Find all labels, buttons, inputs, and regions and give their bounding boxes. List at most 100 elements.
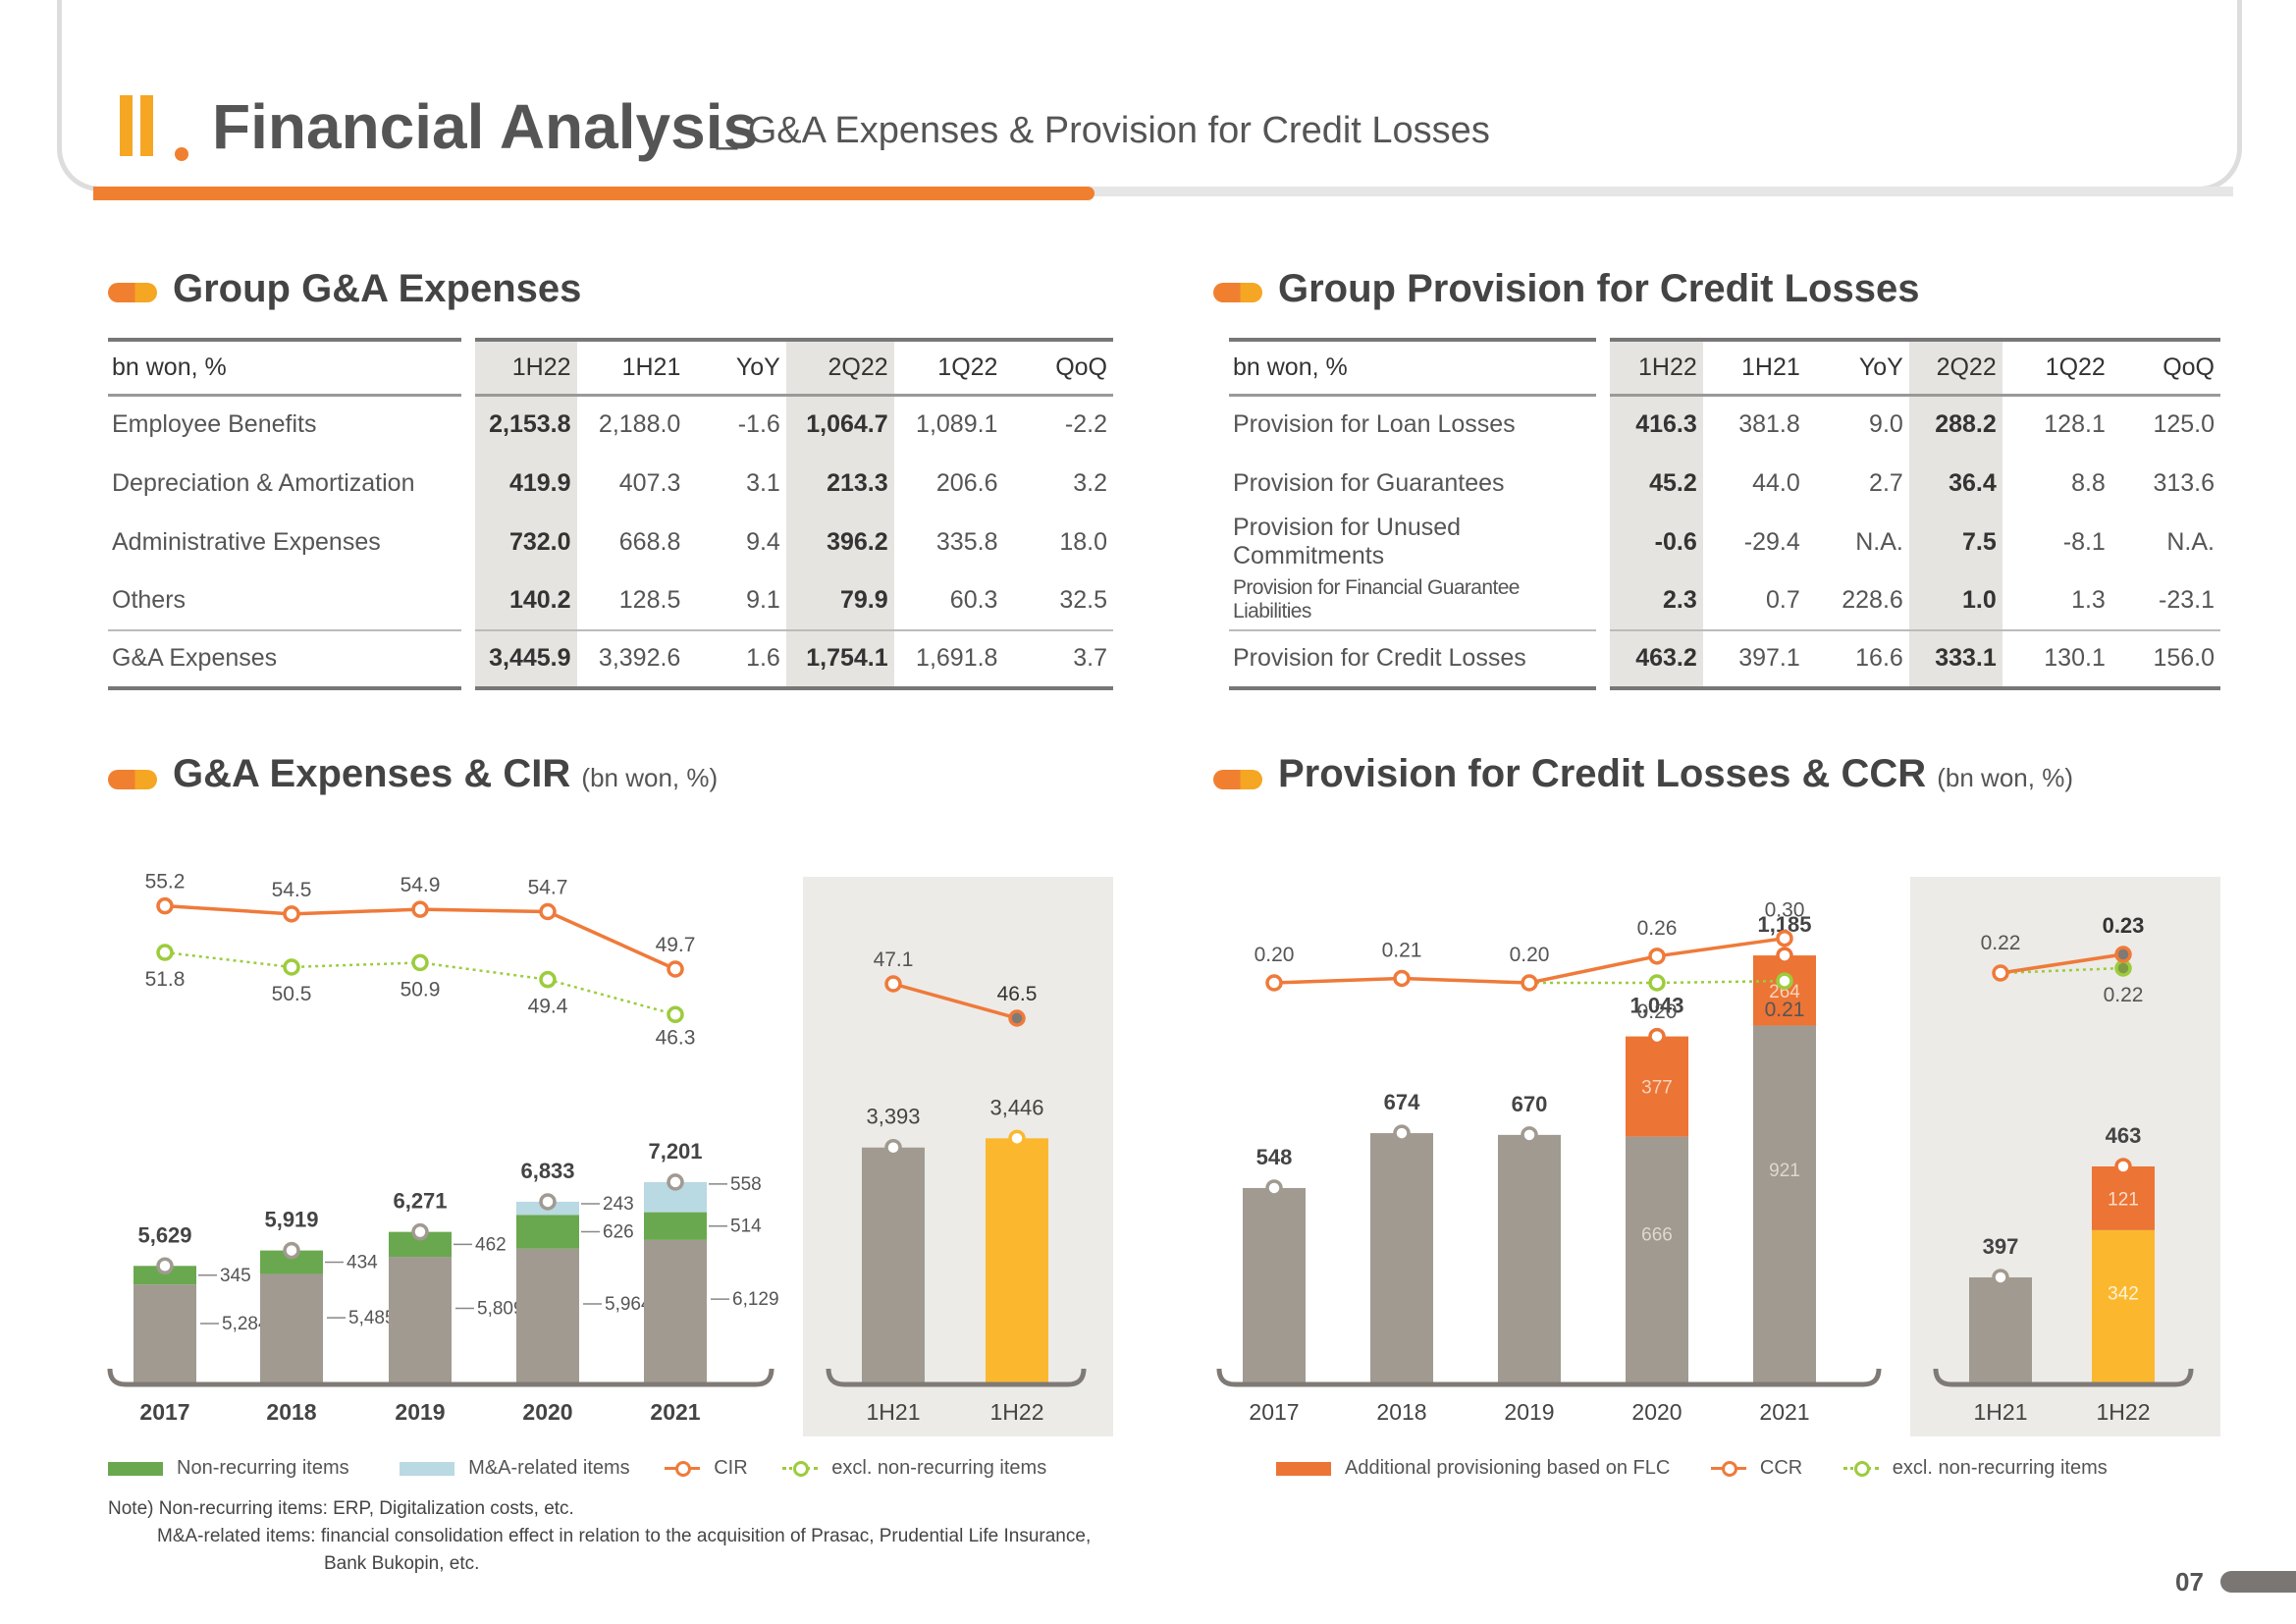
bar-top-marker bbox=[283, 1241, 300, 1260]
page-subtitle: _ G&A Expenses & Provision for Credit Lo… bbox=[717, 110, 1490, 151]
x-tick-label: 2017 bbox=[1249, 1399, 1299, 1425]
bar-base bbox=[644, 1239, 707, 1384]
bar-total-label: 548 bbox=[1256, 1145, 1293, 1169]
table-header-row: bn won, % 1H22 1H21 YoY 2Q22 1Q22 QoQ bbox=[108, 338, 1113, 397]
cir-point bbox=[283, 905, 300, 923]
bar-top-marker bbox=[2114, 1158, 2132, 1175]
legend-swatch-orange bbox=[1276, 1461, 1331, 1476]
note-line-2: M&A-related items: financial consolidati… bbox=[157, 1526, 1092, 1546]
excl-line bbox=[1529, 979, 1786, 985]
section-number: II bbox=[114, 78, 159, 176]
ccr-label: 0.20 bbox=[1510, 944, 1550, 966]
header-underline bbox=[93, 187, 2233, 196]
bar-total-label: 463 bbox=[2106, 1123, 2142, 1148]
bar-base-label: 5,485 bbox=[348, 1308, 396, 1328]
bar-base-label: 666 bbox=[1641, 1225, 1673, 1246]
section-number-dot bbox=[175, 147, 188, 161]
ccr-label: 0.30 bbox=[1765, 899, 1805, 922]
x-tick-label: 2020 bbox=[522, 1399, 572, 1425]
prov-chart-title: Provision for Credit Losses & CCR (bn wo… bbox=[1278, 752, 2073, 795]
excl-point bbox=[1776, 972, 1793, 990]
legend-line-orange-icon bbox=[665, 1461, 701, 1478]
bar-total-label: 5,919 bbox=[264, 1208, 318, 1232]
bar-base bbox=[389, 1257, 452, 1384]
bar-base bbox=[1370, 1133, 1433, 1384]
bar-nonrecurring-label: 514 bbox=[730, 1217, 762, 1237]
note-line-1: Note) Non-recurring items: ERP, Digitali… bbox=[108, 1498, 574, 1519]
excl-label: 51.8 bbox=[145, 968, 186, 991]
bar-top-marker bbox=[1992, 1269, 2009, 1286]
cir-point bbox=[539, 902, 557, 921]
bar-total-label: 5,629 bbox=[137, 1222, 191, 1247]
bar-mna-label: 243 bbox=[603, 1194, 634, 1215]
bar-total-label: 7,201 bbox=[648, 1139, 702, 1164]
bar-base-label: 921 bbox=[1769, 1161, 1800, 1181]
ccr-point bbox=[1648, 947, 1666, 965]
bar-base bbox=[1243, 1187, 1306, 1384]
x-tick-label: 1H22 bbox=[990, 1399, 1044, 1425]
bar-top-marker bbox=[1776, 947, 1793, 964]
bar-base-label: 5,284 bbox=[222, 1314, 269, 1334]
bar-total-label: 6,271 bbox=[393, 1189, 447, 1214]
cir-label: 54.7 bbox=[528, 877, 568, 899]
bar-top-marker bbox=[1393, 1124, 1411, 1142]
table-row: Provision for Unused Commitments -0.6 -29… bbox=[1233, 511, 2215, 573]
half-year-bar bbox=[1969, 1276, 2032, 1384]
legend-swatch-light-blue bbox=[400, 1461, 455, 1476]
bar-nonrecurring bbox=[133, 1266, 196, 1285]
table-total-row: G&A Expenses 3,445.9 3,392.6 1.6 1,754.1 1,… bbox=[108, 628, 1113, 690]
bar-flc bbox=[1753, 955, 1816, 1026]
prov-half-year-panel bbox=[1910, 877, 2220, 1436]
cir-label: 54.9 bbox=[400, 874, 441, 896]
bar-base-label: 5,809 bbox=[477, 1299, 524, 1320]
bar-flc-label: 377 bbox=[1641, 1078, 1673, 1099]
table-total-row: Provision for Credit Losses 463.2 397.1 16… bbox=[1229, 628, 2220, 690]
bar-base bbox=[516, 1248, 579, 1384]
prov-axis-bracket bbox=[1216, 1368, 1882, 1387]
bar-nonrecurring bbox=[260, 1250, 323, 1274]
bar-top-marker bbox=[1521, 1126, 1538, 1144]
bar-nonrecurring-label: 462 bbox=[475, 1234, 507, 1255]
ccr-label: 0.22 bbox=[1981, 932, 2021, 954]
excl-label: 46.3 bbox=[656, 1026, 696, 1049]
table-row: Depreciation & Amortization 419.9 407.3 3.… bbox=[108, 452, 1113, 514]
ccr-half-line bbox=[2000, 952, 2124, 975]
pill-icon bbox=[1213, 770, 1262, 789]
bar-top-marker bbox=[1008, 1129, 1026, 1148]
bar-base bbox=[1626, 1136, 1688, 1384]
bar-total-label: 670 bbox=[1512, 1092, 1548, 1116]
ga-chart-title: G&A Expenses & CIR (bn won, %) bbox=[173, 752, 719, 795]
ccr-point bbox=[2114, 946, 2132, 963]
x-tick-label: 1H21 bbox=[1974, 1399, 2028, 1425]
bar-base bbox=[1498, 1134, 1561, 1384]
bar-nonrecurring-label: 434 bbox=[347, 1253, 378, 1273]
bar-base bbox=[133, 1284, 196, 1384]
bar-total-label: 674 bbox=[1384, 1090, 1420, 1114]
bar-total-label: 397 bbox=[1983, 1234, 2019, 1259]
pill-icon bbox=[1213, 283, 1262, 302]
bar-top-marker bbox=[1265, 1179, 1283, 1197]
bar-nonrecurring-label: 345 bbox=[220, 1266, 251, 1286]
legend-line-dotted-icon bbox=[1842, 1461, 1879, 1478]
cir-point bbox=[667, 960, 684, 978]
cir-point bbox=[1008, 1009, 1026, 1027]
table-row: Provision for Financial Guarantee Liabil… bbox=[1229, 569, 2220, 631]
legend-line-dotted-icon bbox=[782, 1461, 819, 1478]
bar-nonrecurring bbox=[516, 1215, 579, 1249]
bar-top-marker bbox=[1648, 1027, 1666, 1046]
bar-flc-label: 121 bbox=[2108, 1189, 2139, 1210]
legend-swatch-green bbox=[108, 1461, 163, 1476]
table-row: Administrative Expenses 732.0 668.8 9.4 39… bbox=[108, 511, 1113, 573]
bar-top-marker bbox=[539, 1193, 557, 1211]
x-tick-label: 2020 bbox=[1631, 1399, 1682, 1425]
ccr-label: 0.23 bbox=[2103, 913, 2145, 938]
excl-label: 49.4 bbox=[528, 996, 568, 1018]
ccr-point bbox=[1521, 974, 1538, 992]
cir-label: 47.1 bbox=[874, 948, 914, 971]
excl-label: 50.5 bbox=[272, 983, 312, 1005]
excl-point bbox=[2114, 959, 2132, 977]
half-year-bar bbox=[862, 1147, 925, 1384]
ga-half-axis-bracket bbox=[826, 1368, 1087, 1387]
excl-point bbox=[667, 1005, 684, 1024]
